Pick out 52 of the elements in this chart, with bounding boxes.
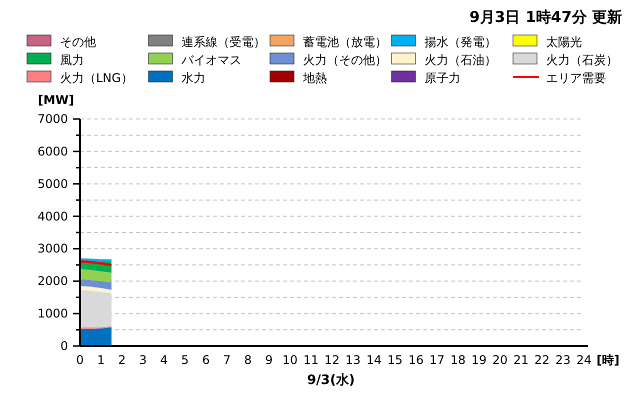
legend-label: 水力 bbox=[182, 71, 206, 85]
x-tick-label: 6 bbox=[202, 353, 210, 367]
y-axis-title: [MW] bbox=[38, 93, 74, 107]
x-tick-label: 22 bbox=[534, 353, 550, 367]
x-tick-label: 16 bbox=[408, 353, 424, 367]
x-tick-label: 20 bbox=[492, 353, 508, 367]
x-tick-label: 15 bbox=[387, 353, 403, 367]
legend-label: 原子力 bbox=[424, 71, 460, 85]
y-tick-label: 7000 bbox=[37, 112, 68, 126]
x-tick-label: 23 bbox=[555, 353, 571, 367]
y-tick-label: 3000 bbox=[37, 242, 68, 256]
x-tick-label: 17 bbox=[429, 353, 445, 367]
x-tick-label: 7 bbox=[223, 353, 231, 367]
legend-label: バイオマス bbox=[180, 53, 242, 67]
x-tick-label: 14 bbox=[366, 353, 382, 367]
legend-label: 太陽光 bbox=[546, 35, 582, 49]
legend-label: 地熱 bbox=[302, 71, 327, 85]
x-tick-label: 21 bbox=[513, 353, 529, 367]
y-tick-label: 0 bbox=[60, 339, 68, 353]
y-tick-label: 4000 bbox=[37, 209, 68, 224]
x-tick-label: 2 bbox=[118, 353, 126, 367]
y-tick-label: 5000 bbox=[37, 176, 68, 191]
x-tick-label: 10 bbox=[282, 353, 298, 367]
y-tick-label: 1000 bbox=[37, 306, 68, 321]
x-tick-label: 24 bbox=[576, 353, 592, 367]
legend-label: 火力（LNG） bbox=[60, 71, 133, 85]
x-tick-label: 19 bbox=[471, 353, 487, 367]
y-tick-label: 2000 bbox=[37, 274, 68, 288]
x-tick-label: 5 bbox=[181, 353, 189, 367]
legend-label: 火力（その他） bbox=[303, 53, 387, 67]
x-tick-label: 8 bbox=[244, 353, 252, 367]
x-tick-label: 18 bbox=[450, 353, 466, 367]
x-tick-label: 12 bbox=[324, 353, 340, 367]
chart-title: 9月3日 1時47分 更新 bbox=[469, 8, 622, 26]
text: [時] bbox=[596, 353, 620, 367]
legend-label: 風力 bbox=[60, 53, 84, 67]
legend-label: 火力（石油） bbox=[424, 53, 496, 67]
y-tick-label: 6000 bbox=[37, 144, 68, 158]
legend-label: エリア需要 bbox=[546, 71, 606, 85]
legend-label: 連系線（受電） bbox=[182, 35, 266, 49]
x-tick-label: 0 bbox=[76, 353, 84, 367]
legend-label: 蓄電池（放電） bbox=[303, 35, 387, 49]
x-tick-label: 1 bbox=[97, 353, 105, 367]
x-tick-label: 11 bbox=[303, 353, 319, 367]
x-axis-title: 9/3(水) bbox=[307, 373, 355, 388]
x-tick-label: 4 bbox=[160, 353, 168, 367]
legend-label: 火力（石炭） bbox=[546, 53, 618, 67]
legend-label: その他 bbox=[60, 35, 96, 49]
x-tick-label: 13 bbox=[345, 353, 361, 367]
legend-label: 揚水（発電） bbox=[424, 35, 496, 49]
x-tick-label: 3 bbox=[139, 353, 147, 367]
x-tick-label: 9 bbox=[265, 353, 273, 367]
